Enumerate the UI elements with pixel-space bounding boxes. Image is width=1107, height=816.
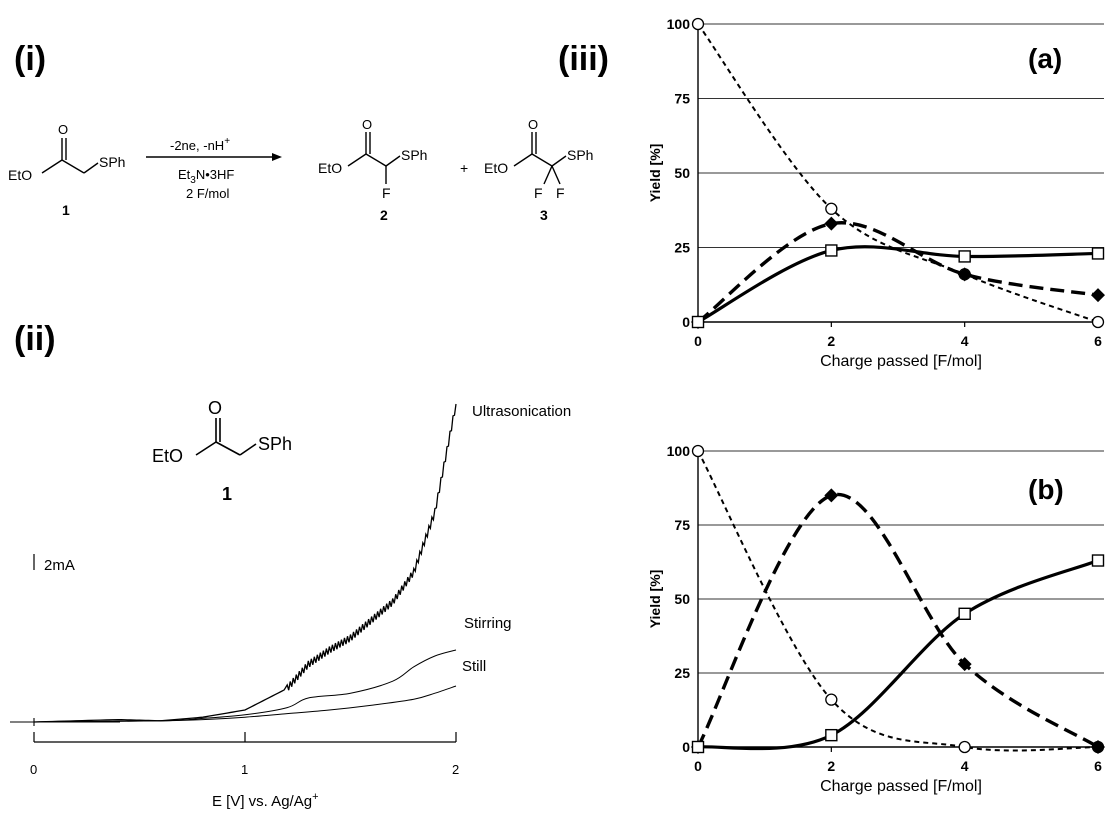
x-tick-label: 2 (827, 333, 835, 349)
y-tick-label: 100 (667, 16, 691, 32)
product3-carbonyl-o: O (528, 117, 538, 132)
reactant-carbonyl-o: O (58, 122, 68, 137)
condition-reagent: Et3N•3HF (178, 167, 234, 186)
point-square (825, 728, 838, 742)
product3-number: 3 (540, 207, 548, 223)
product2-f: F (382, 185, 391, 201)
series-line-1 (696, 492, 1099, 749)
cv-curve-1 (33, 649, 457, 723)
point-square (958, 607, 971, 621)
product2-number: 2 (380, 207, 388, 223)
cv-curve-2 (33, 685, 457, 723)
cv-scale-label: 2mA (44, 557, 75, 574)
y-tick-label: 25 (674, 665, 690, 681)
chart-title: (a) (1028, 43, 1062, 74)
cv-structure-sph: SPh (258, 434, 292, 454)
point-circle (1091, 315, 1105, 329)
reactant-sph: SPh (99, 154, 125, 170)
x-tick-label: 0 (694, 758, 702, 774)
point-circle (825, 693, 838, 706)
cv-structure-o: O (208, 398, 222, 418)
point-circle (691, 17, 705, 31)
y-tick-label: 0 (682, 314, 690, 330)
point-square (958, 250, 971, 263)
x-tick-label: 2 (827, 758, 835, 774)
x-axis-label: Charge passed [F/mol] (820, 353, 982, 370)
x-tick-label: 0 (694, 333, 702, 349)
product2-structure (347, 132, 401, 184)
yield-chart-a: 0 25 50 75 100 0 2 4 6 Charge passed [F/mol] Yield… (647, 16, 1105, 370)
cv-x-tick-label: 1 (241, 762, 248, 777)
point-circle (958, 740, 971, 754)
product3-f2: F (556, 185, 565, 201)
product3-f1: F (534, 185, 543, 201)
point-square (691, 740, 705, 754)
series-line-0 (697, 450, 1099, 752)
cv-chart: O EtO SPh 1 2mA 0 1 2 Ultrasonication Stirri… (10, 398, 571, 810)
point-square (1091, 247, 1105, 260)
cv-x-tick-label: 2 (452, 762, 459, 777)
point-square (825, 244, 838, 257)
reaction-scheme: O EtO SPh 1 -2ne, -nH+ Et3N•3HF 2 F/mol … (8, 117, 593, 223)
point-diamond (824, 488, 839, 503)
cv-x-tick-label: 0 (30, 762, 37, 777)
cv-series-label: Stirring (464, 615, 512, 632)
y-axis-label: Yield [%] (647, 144, 663, 203)
y-tick-label: 100 (667, 443, 691, 459)
product3-structure (513, 132, 567, 185)
point-square (691, 315, 705, 329)
cv-series-label: Ultrasonication (472, 403, 571, 420)
point-diamond (1091, 288, 1105, 303)
reactant-structure (41, 138, 99, 174)
chart-title: (b) (1028, 474, 1064, 505)
reaction-arrow (146, 153, 282, 161)
point-diamond (957, 267, 972, 282)
product2-carbonyl-o: O (362, 117, 372, 132)
reactant-number: 1 (62, 202, 70, 218)
x-tick-label: 4 (961, 333, 969, 349)
plus-sign: + (460, 160, 468, 176)
y-tick-label: 50 (674, 591, 690, 607)
point-square (1091, 554, 1105, 567)
product3-ester: EtO (484, 160, 508, 176)
series-line-2 (697, 245, 1099, 324)
point-diamond (1091, 740, 1105, 754)
cv-x-axis-label: E [V] vs. Ag/Ag+ (212, 791, 319, 810)
point-diamond (824, 216, 839, 231)
x-tick-label: 6 (1094, 333, 1102, 349)
cv-structure (195, 418, 257, 456)
point-circle (691, 444, 705, 458)
series-line-2 (697, 559, 1099, 751)
point-circle (825, 202, 838, 215)
condition-charge: 2 F/mol (186, 186, 229, 201)
y-tick-label: 0 (682, 739, 690, 755)
point-diamond (957, 657, 972, 672)
cv-series-label: Still (462, 658, 486, 675)
product3-sph: SPh (567, 147, 593, 163)
panel-label-ii: (ii) (14, 320, 56, 358)
cv-structure-number: 1 (222, 484, 232, 504)
y-tick-label: 25 (674, 240, 690, 256)
panel-label-i: (i) (14, 40, 47, 78)
cv-structure-ester: EtO (152, 446, 183, 466)
y-tick-label: 50 (674, 165, 690, 181)
cv-plot-area: 0 1 2 Ultrasonication Stirring Still (10, 403, 571, 777)
y-axis-label: Yield [%] (647, 570, 663, 629)
yield-chart-b: 0 25 50 75 100 0 2 4 6 Charge passed [F/mol] Yield… (647, 443, 1105, 795)
product2-sph: SPh (401, 147, 427, 163)
condition-electron: -2ne, -nH+ (170, 136, 230, 153)
x-axis-label: Charge passed [F/mol] (820, 778, 982, 795)
y-tick-label: 75 (674, 517, 690, 533)
reactant-ester: EtO (8, 167, 32, 183)
x-tick-label: 4 (961, 758, 969, 774)
x-tick-label: 6 (1094, 758, 1102, 774)
panel-label-iii: (iii) (558, 40, 609, 78)
y-tick-label: 75 (674, 91, 690, 107)
product2-ester: EtO (318, 160, 342, 176)
series-line-1 (696, 221, 1099, 324)
